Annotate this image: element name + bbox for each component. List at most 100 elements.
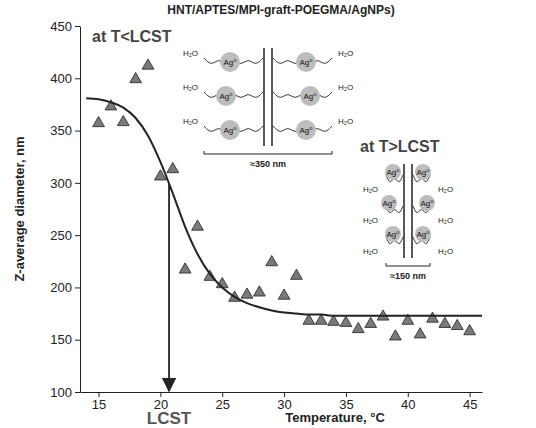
y-tick-mark [75, 131, 80, 132]
y-tick: 300 [50, 176, 80, 191]
particle-label: Ag⁰ [300, 58, 313, 67]
size-label: ≈150 nm [390, 271, 426, 281]
solvent-label: H₂O [338, 117, 353, 126]
chart-title: HNT/APTES/MPI-graft-POEGMA/AgNPs) [167, 3, 394, 17]
data-point [93, 116, 105, 126]
silver-particle [419, 195, 435, 211]
data-point [291, 269, 303, 279]
y-axis-title: Z-average diameter, nm [12, 136, 27, 281]
data-point [142, 59, 154, 69]
y-tick: 100 [50, 385, 80, 400]
tube-wall [263, 48, 265, 146]
silver-particle [415, 164, 431, 180]
particle-label: Ag⁰ [421, 199, 434, 208]
particle-label: Ag⁰ [304, 92, 317, 101]
tube-wall [403, 164, 405, 258]
y-tick-mark [75, 26, 80, 27]
silver-particle [296, 52, 316, 72]
particle-label: Ag⁰ [387, 168, 400, 177]
x-tick: 45 [463, 392, 477, 412]
y-tick: 200 [50, 280, 80, 295]
inset: at T>LCSTAg⁰H₂OAg⁰H₂OAg⁰H₂OAg⁰H₂OAg⁰H₂OA… [360, 138, 453, 281]
data-point [253, 286, 265, 296]
silver-particle [216, 86, 236, 106]
chart: HNT/APTES/MPI-graft-POEGMA/AgNPs)1520253… [0, 0, 536, 428]
y-tick: 400 [50, 71, 80, 86]
data-point [278, 289, 290, 299]
particle-label: Ag⁰ [383, 199, 396, 208]
solvent-label: H₂O [183, 117, 198, 126]
x-tick-label: 45 [463, 397, 477, 412]
x-axis-line [81, 392, 483, 393]
inset-title: at T>LCST [360, 138, 440, 155]
data-point [241, 288, 253, 298]
y-tick: 350 [50, 123, 80, 138]
y-tick: 450 [50, 19, 80, 34]
particle-label: Ag⁰ [387, 230, 400, 239]
particle-label: Ag⁰ [224, 58, 237, 67]
y-tick-label: 300 [50, 176, 72, 191]
size-label: ≈350 nm [250, 159, 286, 169]
data-point [390, 330, 402, 340]
data-point [340, 316, 352, 326]
y-axis: 100 150 200 250 300 350 400 450 [50, 19, 80, 400]
y-tick-label: 350 [50, 123, 72, 138]
solvent-label: H₂O [338, 83, 353, 92]
y-tick-label: 200 [50, 280, 72, 295]
data-point [365, 317, 377, 327]
y-tick-mark [75, 287, 80, 288]
silver-particle [415, 226, 431, 242]
y-tick-mark [75, 183, 80, 184]
y-tick-label: 250 [50, 228, 72, 243]
inset-title: at T<LCST [92, 28, 172, 45]
solvent-label: H₂O [338, 49, 353, 58]
y-tick-label: 150 [50, 332, 72, 347]
x-tick: 40 [401, 392, 415, 412]
y-tick: 250 [50, 228, 80, 243]
data-point [328, 315, 340, 325]
solvent-label: H₂O [183, 83, 198, 92]
silver-particle [381, 195, 397, 211]
tube-wall [411, 164, 413, 258]
size-bracket [204, 151, 332, 154]
silver-particle [385, 226, 401, 242]
data-point [352, 322, 364, 332]
data-point [439, 317, 451, 327]
y-tick-mark [75, 78, 80, 79]
lcst-arrow [168, 184, 170, 391]
silver-particle [220, 120, 240, 140]
x-axis-title: Temperature, °C [285, 410, 385, 425]
solvent-label: H₂O [183, 49, 198, 58]
y-tick-label: 100 [50, 385, 72, 400]
y-tick-label: 400 [50, 71, 72, 86]
particle-label: Ag⁰ [417, 168, 430, 177]
silver-particle [296, 120, 316, 140]
data-point [303, 314, 315, 324]
silver-particle [300, 86, 320, 106]
data-point [464, 325, 476, 335]
solvent-label: H₂O [438, 216, 453, 225]
x-tick-label: 40 [401, 397, 415, 412]
particle-label: Ag⁰ [220, 92, 233, 101]
y-tick-label: 450 [50, 19, 72, 34]
solvent-label: H₂O [363, 247, 378, 256]
y-tick-mark [75, 235, 80, 236]
x-axis: 15202530354045 [81, 392, 483, 412]
x-tick: 25 [216, 392, 230, 412]
solvent-label: H₂O [363, 185, 378, 194]
x-tick: 15 [92, 392, 106, 412]
data-point [266, 256, 278, 266]
tube-wall [271, 48, 273, 146]
x-tick-label: 25 [216, 397, 230, 412]
y-axis-line [80, 27, 81, 393]
y-tick: 150 [50, 332, 80, 347]
y-tick-mark [75, 392, 80, 393]
data-point [192, 220, 204, 230]
data-point [179, 263, 191, 273]
particle-label: Ag⁰ [300, 126, 313, 135]
plot-area [86, 59, 482, 340]
size-bracket [386, 263, 430, 266]
data-point [427, 312, 439, 322]
x-tick-label: 15 [92, 397, 106, 412]
data-point [451, 319, 463, 329]
